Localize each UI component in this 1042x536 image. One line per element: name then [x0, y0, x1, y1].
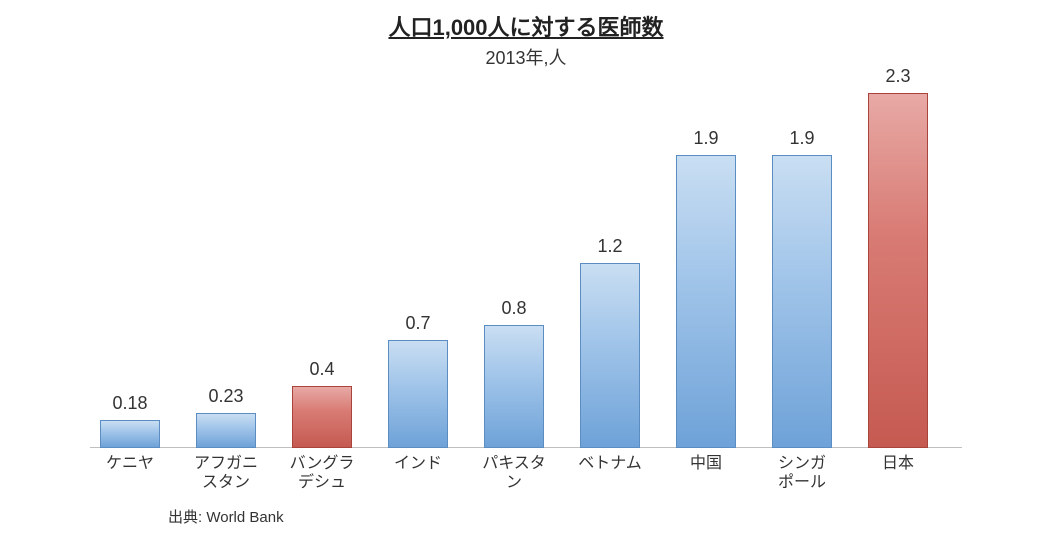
bar [676, 155, 736, 448]
bar-value-label: 0.18 [112, 393, 147, 414]
x-axis-category-label: 日本 [850, 454, 946, 473]
bar-column: 1.9 [676, 128, 736, 448]
bar [388, 340, 448, 448]
bar-column: 0.8 [484, 298, 544, 448]
bar-value-label: 1.9 [789, 128, 814, 149]
bar-column: 1.9 [772, 128, 832, 448]
bar [100, 420, 160, 448]
bar-column: 0.23 [196, 386, 256, 448]
x-axis-category-label: アフガニ スタン [178, 454, 274, 492]
bar [868, 93, 928, 448]
chart-container: 人口1,000人に対する医師数 2013年,人 0.18 0.23 0.4 0.7 0.… [90, 10, 962, 504]
x-axis-category-label: ケニヤ [82, 454, 178, 473]
bar [772, 155, 832, 448]
bar-value-label: 0.7 [405, 313, 430, 334]
bar [292, 386, 352, 448]
x-axis-labels: ケニヤアフガニ スタンバングラ デシュインドパキスタ ンベトナム中国シンガ ポー… [90, 454, 962, 504]
bar-value-label: 1.9 [693, 128, 718, 149]
bar-column: 0.4 [292, 359, 352, 448]
bar-value-label: 1.2 [597, 236, 622, 257]
bar-value-label: 0.8 [501, 298, 526, 319]
bar [484, 325, 544, 448]
plot-area: 0.180.230.40.70.81.21.91.92.3 [90, 78, 962, 448]
bar-value-label: 2.3 [885, 66, 910, 87]
x-axis-category-label: バングラ デシュ [274, 454, 370, 492]
bar [196, 413, 256, 448]
x-axis-category-label: ベトナム [562, 454, 658, 473]
chart-subtitle: 2013年,人 [90, 44, 962, 70]
x-axis-category-label: シンガ ポール [754, 454, 850, 492]
x-axis-category-label: インド [370, 454, 466, 473]
bar-value-label: 0.4 [309, 359, 334, 380]
chart-title: 人口1,000人に対する医師数 [90, 10, 962, 42]
chart-source: 出典: World Bank [168, 506, 284, 527]
bar-column: 0.7 [388, 313, 448, 448]
bar-column: 2.3 [868, 66, 928, 448]
x-axis-category-label: 中国 [658, 454, 754, 473]
bar-value-label: 0.23 [208, 386, 243, 407]
bar-column: 0.18 [100, 393, 160, 448]
bar-column: 1.2 [580, 236, 640, 448]
bar [580, 263, 640, 448]
x-axis-category-label: パキスタ ン [466, 454, 562, 492]
